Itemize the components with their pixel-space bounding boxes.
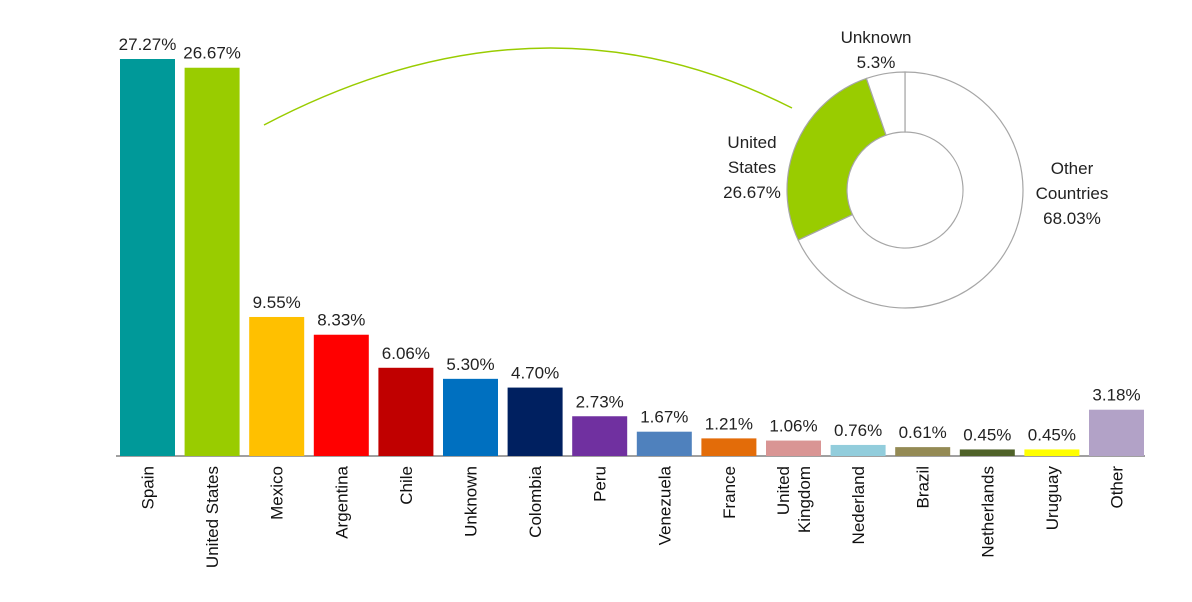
bar-value-label-brazil: 0.61% bbox=[899, 423, 947, 442]
category-label-line: France bbox=[720, 466, 739, 519]
category-label-line: United States bbox=[203, 466, 222, 568]
category-label-line: Nederland bbox=[849, 466, 868, 544]
category-label-line: Other bbox=[1108, 466, 1127, 509]
bar-value-label-spain: 27.27% bbox=[119, 35, 177, 54]
bar-value-label-netherlands: 0.45% bbox=[963, 425, 1011, 444]
category-label-line: Mexico bbox=[268, 466, 287, 520]
bar-chile bbox=[378, 367, 434, 456]
donut-slice-unknown bbox=[865, 71, 906, 136]
bar-category-label-other: Other bbox=[1108, 466, 1127, 509]
bar-category-label-venezuela: Venezuela bbox=[655, 465, 674, 545]
bar-category-label-spain: Spain bbox=[139, 466, 158, 509]
donut-label-unknown: Unknown 5.3% bbox=[841, 28, 912, 72]
bar-colombia bbox=[507, 387, 563, 456]
category-label-line: Argentina bbox=[332, 465, 351, 538]
bar-category-label-argentina: Argentina bbox=[332, 465, 351, 538]
bar-netherlands bbox=[959, 449, 1015, 456]
bar-category-label-mexico: Mexico bbox=[268, 466, 287, 520]
bar-other bbox=[1089, 409, 1144, 456]
category-label-line: United bbox=[774, 466, 793, 515]
bar-value-label-france: 1.21% bbox=[705, 414, 753, 433]
bar-value-label-mexico: 9.55% bbox=[253, 293, 301, 312]
bar-value-label-other: 3.18% bbox=[1092, 386, 1140, 405]
donut-label-line: States bbox=[728, 158, 776, 177]
bar-category-label-uruguay: Uruguay bbox=[1043, 466, 1062, 531]
bar-value-label-venezuela: 1.67% bbox=[640, 408, 688, 427]
bar-value-label-peru: 2.73% bbox=[576, 392, 624, 411]
bar-category-label-france: France bbox=[720, 466, 739, 519]
bar-value-label-colombia: 4.70% bbox=[511, 364, 559, 383]
bar-spain bbox=[120, 59, 175, 456]
bar-value-label-unknown: 5.30% bbox=[446, 355, 494, 374]
donut-label-line: Countries bbox=[1036, 184, 1109, 203]
bar-category-label-chile: Chile bbox=[397, 466, 416, 505]
bar-chart: 27.27% Spain 26.67% United States 9.55% Mexic… bbox=[116, 35, 1145, 568]
bar-value-label-argentina: 8.33% bbox=[317, 311, 365, 330]
category-label-line: Unknown bbox=[462, 466, 481, 537]
donut-label-united-states: United States 26.67% bbox=[723, 133, 781, 202]
donut-label-line: United bbox=[727, 133, 776, 152]
connector-arc-line bbox=[263, 47, 793, 126]
bar-france bbox=[701, 438, 757, 456]
category-label-line: Chile bbox=[397, 466, 416, 505]
bar-category-label-netherlands: Netherlands bbox=[978, 466, 997, 558]
bar-category-label-brazil: Brazil bbox=[914, 466, 933, 509]
donut-label-line: Unknown bbox=[841, 28, 912, 47]
donut-label-line: 5.3% bbox=[857, 53, 896, 72]
connector-arc bbox=[263, 47, 793, 126]
category-label-line: Spain bbox=[139, 466, 158, 509]
donut-chart: Other Countries 68.03%United States 26.67%Un… bbox=[723, 28, 1109, 309]
bar-mexico bbox=[249, 316, 305, 456]
donut-label-other-countries: Other Countries 68.03% bbox=[1036, 159, 1109, 228]
donut-label-line: Other bbox=[1051, 159, 1094, 178]
donut-slice-united-states bbox=[786, 77, 887, 241]
bar-peru bbox=[572, 416, 628, 456]
bar-value-label-uruguay: 0.45% bbox=[1028, 425, 1076, 444]
bar-value-label-nederland: 0.76% bbox=[834, 421, 882, 440]
bar-category-label-nederland: Nederland bbox=[849, 466, 868, 544]
bar-venezuela bbox=[636, 431, 692, 456]
bar-brazil bbox=[895, 447, 951, 456]
category-label-line: Netherlands bbox=[978, 466, 997, 558]
bar-category-label-united-states: United States bbox=[203, 466, 222, 568]
donut-label-line: 26.67% bbox=[723, 183, 781, 202]
bar-nederland bbox=[830, 444, 886, 456]
bar-value-label-united-kingdom: 1.06% bbox=[769, 417, 817, 436]
bar-united-kingdom bbox=[766, 440, 821, 456]
category-label-line: Brazil bbox=[914, 466, 933, 509]
bar-unknown bbox=[443, 378, 498, 456]
bar-argentina bbox=[313, 334, 369, 456]
donut-label-line: 68.03% bbox=[1043, 209, 1101, 228]
category-label-line: Uruguay bbox=[1043, 466, 1062, 531]
bar-value-label-chile: 6.06% bbox=[382, 344, 430, 363]
category-label-line: Colombia bbox=[526, 465, 545, 537]
bar-uruguay bbox=[1024, 449, 1080, 456]
bar-category-label-peru: Peru bbox=[591, 466, 610, 502]
category-label-line: Kingdom bbox=[795, 466, 814, 533]
bar-category-label-unknown: Unknown bbox=[462, 466, 481, 537]
category-label-line: Venezuela bbox=[655, 465, 674, 545]
category-label-line: Peru bbox=[591, 466, 610, 502]
donut-slice-other-countries bbox=[797, 71, 1024, 309]
bar-category-label-united-kingdom: United Kingdom bbox=[774, 466, 814, 533]
bar-value-label-united-states: 26.67% bbox=[183, 44, 241, 63]
bar-category-label-colombia: Colombia bbox=[526, 465, 545, 537]
bar-united-states bbox=[184, 67, 240, 457]
